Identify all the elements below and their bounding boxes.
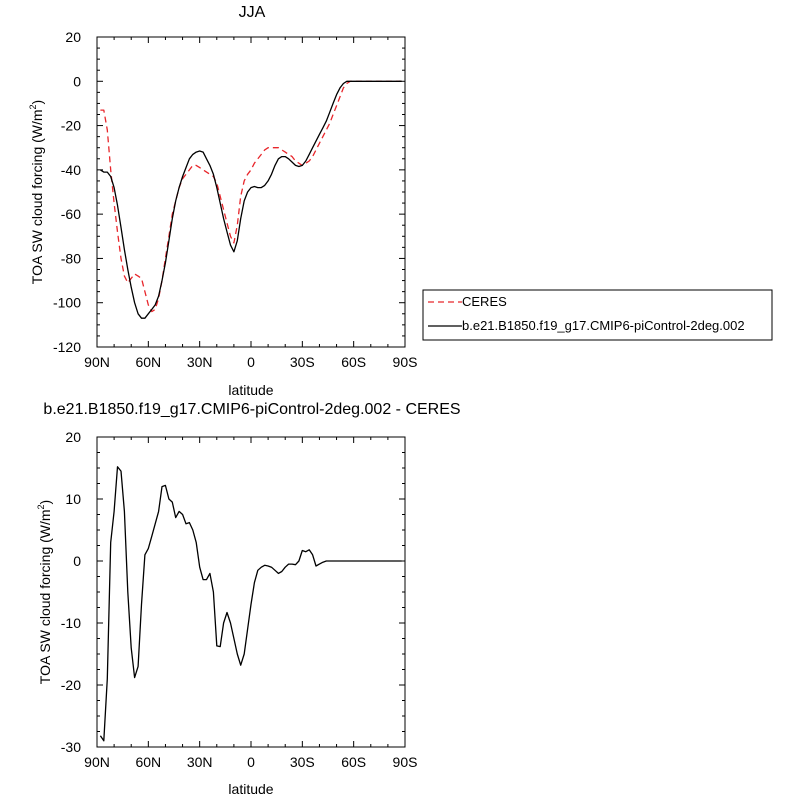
legend: CERES b.e21.B1850.f19_g17.CMIP6-piContro… xyxy=(422,289,773,341)
chart1-y-tick-label: -10 xyxy=(61,615,81,631)
bottom-chart-y-axis-title-main: TOA SW cloud forcing (W/m xyxy=(37,509,53,684)
chart0-y-tick-label: -120 xyxy=(53,339,81,355)
top-chart-y-axis-title-tail: ) xyxy=(29,100,45,105)
top-chart-y-axis-title-main: TOA SW cloud forcing (W/m xyxy=(29,109,45,284)
bottom-chart-ticks: 90N 60N 30N 0 30S 60S 90S 20 10 0 -10 -20 -30 xyxy=(61,429,418,770)
chart0-x-tick-label: 30S xyxy=(290,354,315,370)
chart1-y-tick-label: 0 xyxy=(73,553,81,569)
chart1-y-tick-label: 10 xyxy=(65,491,81,507)
chart1-x-tick-label: 60S xyxy=(341,754,366,770)
chart0-x-tick-label: 30N xyxy=(187,354,213,370)
chart1-y-tick-label: 20 xyxy=(65,429,81,445)
chart0-series-line-1 xyxy=(100,80,402,319)
top-chart-ticks: 90N 60N 30N 0 30S 60S 90S 20 0 -20 -40 -60 -80 -100 -1… xyxy=(53,29,417,370)
chart1-x-tick-label: 60N xyxy=(135,754,161,770)
bottom-chart-y-axis-title-sup: 2 xyxy=(36,504,46,509)
chart1-x-tick-label: 30N xyxy=(187,754,213,770)
top-chart-y-axis-title-sup: 2 xyxy=(28,104,38,109)
chart1-y-tick-label: -20 xyxy=(61,677,81,693)
chart0-y-tick-label: -60 xyxy=(61,206,81,222)
chart0-y-tick-label: 20 xyxy=(65,29,81,45)
bottom-chart-series-layer xyxy=(99,466,402,742)
chart0-x-tick-label: 0 xyxy=(247,354,255,370)
top-chart-y-axis-title: TOA SW cloud forcing (W/m2) xyxy=(28,100,45,284)
legend-label-model: b.e21.B1850.f19_g17.CMIP6-piControl-2deg… xyxy=(462,318,745,333)
chart1-x-tick-label: 90S xyxy=(393,754,418,770)
chart1-x-tick-label: 90N xyxy=(84,754,110,770)
chart0-x-tick-label: 90N xyxy=(84,354,110,370)
top-chart-x-axis-title: latitude xyxy=(228,382,273,398)
chart0-y-tick-label: -80 xyxy=(61,250,81,266)
chart1-x-tick-label: 0 xyxy=(247,754,255,770)
bottom-chart: b.e21.B1850.f19_g17.CMIP6-piControl-2deg… xyxy=(36,401,461,797)
chart1-x-tick-label: 30S xyxy=(290,754,315,770)
chart0-y-tick-label: -100 xyxy=(53,295,81,311)
bottom-chart-x-axis-title: latitude xyxy=(228,781,273,797)
chart1-series-line-0 xyxy=(99,466,402,742)
bottom-chart-title: b.e21.B1850.f19_g17.CMIP6-piControl-2deg… xyxy=(43,401,460,418)
bottom-chart-plot-frame xyxy=(96,436,406,748)
top-chart-plot-frame xyxy=(96,36,406,348)
bottom-chart-y-axis-title-tail: ) xyxy=(37,500,53,505)
chart0-x-tick-label: 60N xyxy=(135,354,161,370)
chart0-y-tick-label: -40 xyxy=(61,162,81,178)
chart0-x-tick-label: 60S xyxy=(341,354,366,370)
legend-label-ceres: CERES xyxy=(462,294,507,309)
chart0-y-tick-label: -20 xyxy=(61,118,81,134)
top-chart: JJA 90N 60N 30N 0 30S 60S 90S 20 0 -20 -40 -60 -80 -1… xyxy=(28,4,773,398)
chart0-x-tick-label: 90S xyxy=(393,354,418,370)
bottom-chart-y-axis-title: TOA SW cloud forcing (W/m2) xyxy=(36,500,53,684)
top-chart-series-layer xyxy=(100,80,402,319)
chart0-y-tick-label: 0 xyxy=(73,73,81,89)
legend-box xyxy=(422,289,773,341)
chart0-series-line-0 xyxy=(100,80,402,313)
top-chart-title: JJA xyxy=(239,4,266,21)
chart1-y-tick-label: -30 xyxy=(61,739,81,755)
